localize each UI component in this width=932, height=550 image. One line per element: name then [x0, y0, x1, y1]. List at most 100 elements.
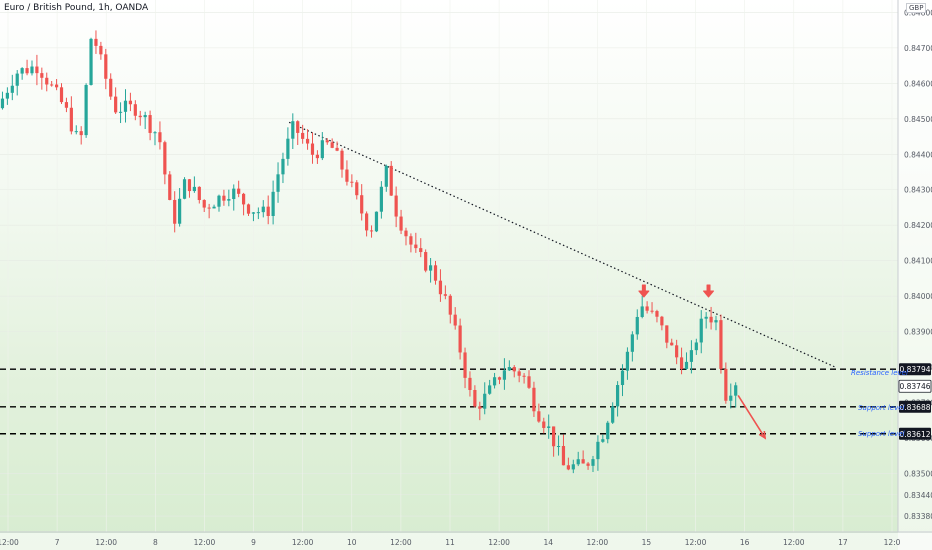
candle-body	[714, 320, 718, 323]
candle-body	[340, 150, 344, 170]
candle-body	[114, 96, 118, 113]
price-tick-label: 0.84700	[904, 44, 932, 53]
candle-body	[571, 464, 575, 470]
level-price-tag-text-0: 0.83794	[899, 365, 930, 374]
price-tick-label: 0.83900	[904, 328, 932, 337]
candle-body	[675, 345, 679, 358]
candle-body	[704, 316, 708, 319]
candle-body	[606, 422, 610, 440]
candle-body	[724, 368, 728, 401]
candle-body	[561, 446, 566, 466]
time-tick-label: 12:00	[488, 538, 510, 547]
candle-body	[517, 371, 521, 376]
candle-body	[350, 181, 354, 183]
candle-body	[84, 84, 88, 136]
candle-body	[360, 195, 364, 214]
candle-body	[433, 265, 438, 281]
time-tick-label: 12:00	[783, 538, 805, 547]
candle-body	[547, 426, 551, 428]
trend-layer	[288, 121, 836, 368]
candle-body	[379, 186, 383, 212]
candle-body	[591, 459, 595, 466]
chart-title: Euro / British Pound, 1h, OANDA	[4, 3, 149, 13]
candle-body	[99, 45, 103, 55]
candle-body	[138, 115, 142, 118]
candle-body	[69, 107, 73, 132]
candle-body	[251, 212, 256, 214]
price-tick-label: 0.84400	[904, 150, 932, 159]
time-tick-label: 7	[55, 538, 60, 547]
candle-body	[192, 186, 196, 192]
time-tick-label: 12:00	[95, 538, 117, 547]
down-arrow-marker-0	[638, 284, 650, 298]
candle-body	[601, 439, 605, 442]
price-tick-label: 0.84200	[904, 221, 932, 230]
candle-body	[148, 115, 152, 133]
candle-body	[178, 198, 182, 224]
candle-body	[64, 102, 69, 108]
candle-body	[374, 211, 379, 232]
candle-body	[143, 115, 147, 118]
price-tick-label: 0.84300	[904, 186, 932, 195]
candle-body	[512, 367, 516, 372]
candle-body	[296, 121, 300, 133]
support-level-label-1: Support level	[858, 404, 905, 412]
price-axis[interactable]: 0.848000.847000.846000.845000.844000.843…	[897, 0, 932, 550]
candle-body	[207, 207, 211, 209]
candle-body	[291, 121, 295, 139]
time-axis[interactable]: 12:00 7 12:00 8 12:00 9 12:00 10 12:00 11 12:00 14 1…	[0, 531, 932, 550]
candle-body	[54, 84, 59, 88]
time-tick-label: 14	[543, 538, 553, 547]
time-tick-label: 10	[347, 538, 357, 547]
level-lines	[0, 368, 898, 435]
level-price-tag-0	[899, 363, 931, 376]
candle-body	[428, 265, 433, 271]
candle-body	[15, 73, 19, 86]
candle-body	[684, 361, 689, 369]
candle-body	[719, 320, 723, 369]
candle-body	[118, 111, 123, 113]
candle-body	[50, 84, 54, 86]
candle-body	[527, 376, 531, 388]
candle-body	[25, 68, 29, 74]
candle-body	[355, 182, 359, 196]
candle-body	[689, 350, 694, 362]
candle-body	[473, 390, 477, 407]
candle-body	[335, 147, 339, 151]
candle-body	[576, 459, 580, 465]
candle-body	[315, 154, 320, 159]
candle-body	[660, 316, 664, 326]
trend-line	[288, 121, 836, 368]
candle-body	[256, 212, 260, 214]
candle-body	[222, 195, 226, 201]
candle-body	[679, 357, 684, 369]
candle-body	[305, 138, 310, 144]
candles[interactable]	[0, 30, 738, 474]
candle-body	[492, 377, 497, 386]
time-tick-label: 11	[445, 538, 455, 547]
candle-body	[104, 54, 108, 79]
candle-body	[202, 200, 206, 208]
time-tick-label: 12:00	[685, 538, 707, 547]
candle-body	[153, 132, 157, 134]
candle-body	[394, 195, 398, 217]
candle-body	[20, 68, 24, 74]
candle-body	[0, 98, 5, 109]
candle-body	[409, 236, 413, 245]
candle-body	[635, 316, 639, 335]
price-tick-label: 0.83440	[904, 491, 932, 500]
level-price-tag-text-2: 0.83612	[899, 430, 930, 439]
resistance-level-label: Resistance level	[851, 369, 908, 377]
candle-body	[237, 188, 241, 194]
candle-body	[330, 142, 334, 148]
candle-body	[502, 370, 507, 380]
currency-badge[interactable]: GBP	[906, 3, 927, 13]
candle-body	[281, 158, 285, 175]
candle-body	[365, 213, 369, 231]
candle-body	[232, 188, 236, 200]
candle-body	[611, 406, 615, 423]
candle-body	[483, 393, 487, 409]
candle-body	[109, 78, 113, 97]
candle-body	[655, 311, 659, 317]
